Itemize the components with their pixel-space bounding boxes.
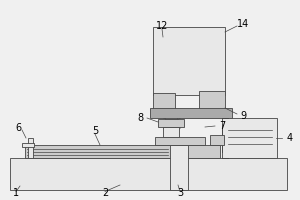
Bar xyxy=(170,145,188,190)
Bar xyxy=(22,143,34,147)
Text: 7: 7 xyxy=(219,121,225,131)
Bar xyxy=(199,91,225,111)
Bar xyxy=(153,27,225,95)
Bar xyxy=(10,158,287,190)
Bar xyxy=(155,137,205,145)
Bar xyxy=(222,118,277,158)
Bar xyxy=(28,138,33,158)
Text: 1: 1 xyxy=(13,188,19,198)
Bar xyxy=(163,127,179,137)
Bar xyxy=(158,119,184,127)
Bar xyxy=(25,145,220,158)
Text: 6: 6 xyxy=(15,123,21,133)
Text: 8: 8 xyxy=(137,113,143,123)
Text: 9: 9 xyxy=(240,111,246,121)
Bar xyxy=(165,111,177,119)
Bar xyxy=(153,93,175,111)
Bar xyxy=(150,108,232,118)
Text: 5: 5 xyxy=(92,126,98,136)
Text: 14: 14 xyxy=(237,19,249,29)
Text: 3: 3 xyxy=(177,188,183,198)
Text: 2: 2 xyxy=(102,188,108,198)
Text: 4: 4 xyxy=(287,133,293,143)
Bar xyxy=(210,135,224,145)
Text: 12: 12 xyxy=(156,21,168,31)
